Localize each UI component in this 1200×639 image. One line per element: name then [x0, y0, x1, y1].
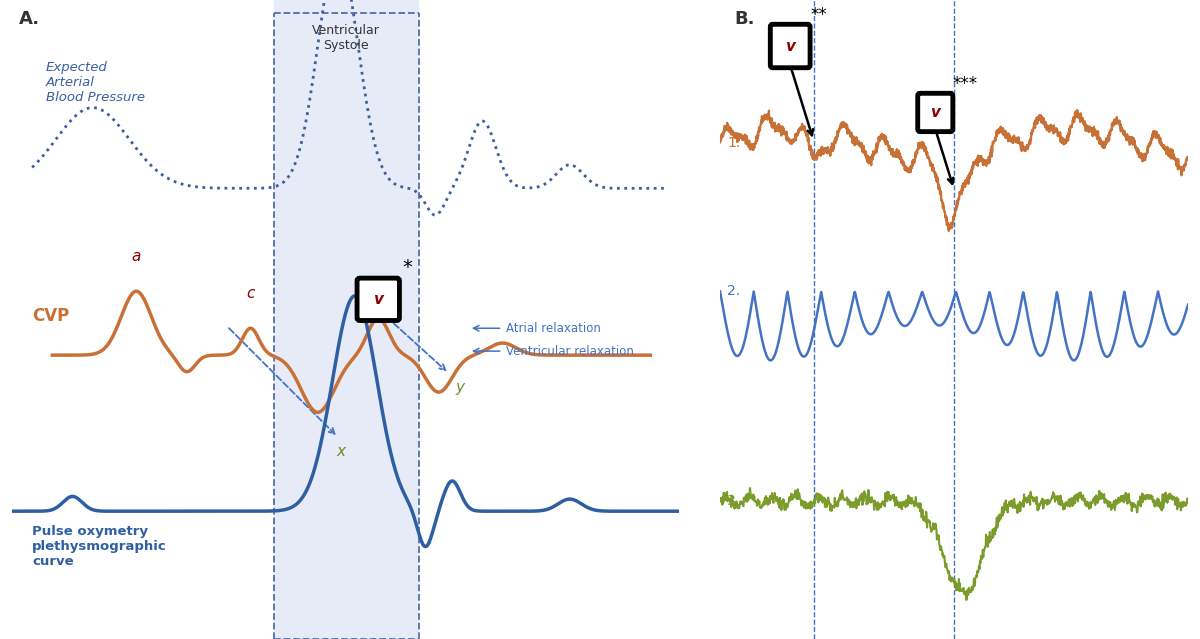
Text: v: v [373, 292, 383, 307]
Bar [274, 0, 419, 639]
Text: a: a [132, 249, 142, 264]
Text: c: c [246, 286, 254, 302]
FancyBboxPatch shape [358, 278, 400, 321]
Text: A.: A. [19, 10, 40, 28]
Text: *: * [402, 258, 412, 277]
Text: x: x [337, 444, 346, 459]
FancyBboxPatch shape [918, 93, 953, 132]
Text: CVP: CVP [32, 307, 70, 325]
Text: Ventricular relaxation: Ventricular relaxation [506, 344, 634, 358]
Text: 3.: 3. [727, 494, 740, 508]
Text: Atrial relaxation: Atrial relaxation [506, 322, 601, 335]
Text: B.: B. [734, 10, 755, 28]
Text: 2.: 2. [727, 284, 740, 298]
Text: ***: *** [953, 75, 978, 93]
Text: **: ** [810, 6, 827, 24]
Text: y: y [456, 380, 464, 395]
Text: Ventricular
Systole: Ventricular Systole [312, 24, 380, 52]
Text: v: v [785, 38, 796, 54]
Text: Expected
Arterial
Blood Pressure: Expected Arterial Blood Pressure [46, 61, 145, 104]
Text: Pulse oxymetry
plethysmographic
curve: Pulse oxymetry plethysmographic curve [32, 525, 167, 567]
Text: v: v [930, 105, 941, 120]
Text: 1.: 1. [727, 136, 740, 150]
FancyBboxPatch shape [770, 24, 810, 68]
